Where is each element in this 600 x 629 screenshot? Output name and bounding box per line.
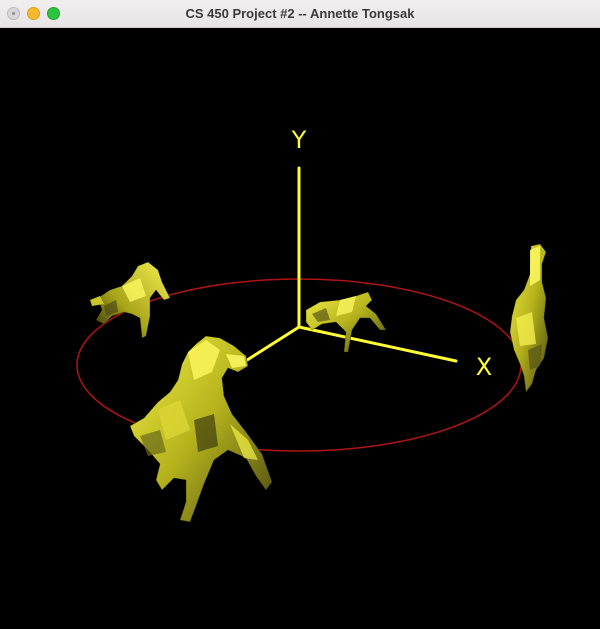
close-button[interactable] <box>7 7 20 20</box>
horse-right-upright <box>509 243 549 393</box>
window-title: CS 450 Project #2 -- Annette Tongsak <box>185 6 415 21</box>
x-axis <box>297 325 458 363</box>
z-axis <box>242 325 301 364</box>
axes <box>242 166 458 364</box>
x-axis-label: X <box>476 353 492 381</box>
minimize-button[interactable] <box>27 7 40 20</box>
y-axis-label: Y <box>291 126 307 154</box>
zoom-button[interactable] <box>47 7 60 20</box>
scene-canvas[interactable]: Y X <box>0 28 600 629</box>
title-bar[interactable]: CS 450 Project #2 -- Annette Tongsak <box>0 0 600 28</box>
horse-front-rearing <box>129 335 273 523</box>
horse-back-left <box>90 261 171 339</box>
horse-back-center <box>305 291 387 353</box>
opengl-viewport[interactable]: Y X <box>0 28 600 629</box>
